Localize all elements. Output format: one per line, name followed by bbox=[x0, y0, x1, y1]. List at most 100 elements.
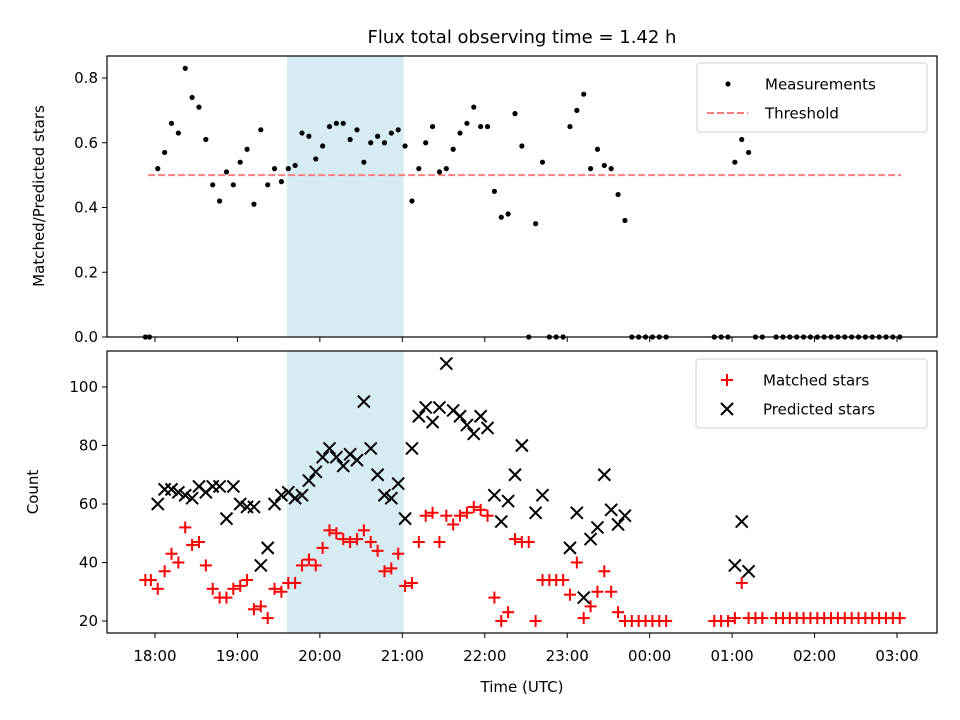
legend-measurements-label: Measurements bbox=[765, 76, 876, 94]
measurement-point bbox=[574, 107, 580, 113]
predicted-point bbox=[460, 418, 474, 432]
predicted-point bbox=[412, 409, 426, 423]
top-highlight-span bbox=[286, 56, 404, 337]
predicted-point bbox=[528, 506, 543, 520]
measurement-point bbox=[464, 120, 470, 126]
bottom-xticks: 18:00 19:00 20:00 21:00 22:00 23:00 00:00 01:00… bbox=[133, 633, 919, 665]
predicted-point bbox=[398, 511, 412, 526]
top-yticks: 0.0 0.2 0.4 0.6 0.8 bbox=[74, 69, 107, 346]
matched-point bbox=[302, 553, 315, 566]
measurement-point bbox=[498, 214, 504, 220]
predicted-point bbox=[487, 488, 502, 502]
measurement-point bbox=[210, 182, 216, 188]
measurement-point bbox=[409, 198, 415, 204]
bottom-xtick-label: 20:00 bbox=[298, 647, 341, 665]
matched-point bbox=[447, 518, 460, 531]
matched-point bbox=[433, 536, 446, 549]
matched-point bbox=[502, 606, 515, 619]
matched-point bbox=[454, 509, 467, 522]
bottom-ytick-label: 60 bbox=[79, 495, 98, 513]
matched-point bbox=[234, 579, 247, 592]
legend-measurements-marker bbox=[725, 81, 731, 87]
measurement-point bbox=[478, 123, 484, 130]
predicted-point bbox=[302, 473, 316, 488]
bottom-xtick-label: 19:00 bbox=[216, 647, 259, 665]
measurement-point bbox=[443, 166, 449, 172]
predicted-point bbox=[336, 459, 350, 473]
bottom-xtick-label: 01:00 bbox=[710, 647, 753, 665]
bottom-ytick-label: 40 bbox=[79, 554, 98, 572]
matched-point bbox=[392, 547, 405, 560]
predicted-point bbox=[206, 479, 220, 494]
predicted-points-layer bbox=[151, 356, 756, 605]
measurement-point bbox=[216, 198, 223, 204]
predicted-point bbox=[508, 468, 522, 482]
measurement-point bbox=[732, 159, 738, 165]
bottom-legend-box bbox=[695, 358, 928, 429]
measurement-point bbox=[244, 146, 250, 152]
matched-point bbox=[323, 524, 336, 537]
top-y-axis-label: Matched/Predicted stars bbox=[30, 105, 48, 287]
legend-predicted-label: Predicted stars bbox=[763, 401, 875, 419]
predicted-point bbox=[597, 468, 612, 482]
bottom-yticks: 20 40 60 80 100 bbox=[69, 378, 107, 630]
matched-point bbox=[405, 576, 418, 589]
measurement-point bbox=[347, 136, 353, 143]
matched-point bbox=[460, 506, 473, 519]
matched-point bbox=[357, 524, 370, 537]
bottom-axes-frame bbox=[106, 350, 938, 634]
predicted-point bbox=[260, 541, 275, 555]
matched-point bbox=[522, 536, 535, 549]
measurement-point bbox=[423, 140, 429, 146]
matched-point bbox=[378, 565, 391, 578]
predicted-point bbox=[357, 394, 371, 409]
predicted-point bbox=[728, 558, 742, 573]
measurement-point bbox=[361, 159, 367, 165]
measurement-point bbox=[265, 182, 271, 188]
predicted-point bbox=[267, 497, 282, 511]
legend-matched-label: Matched stars bbox=[763, 372, 869, 390]
measurement-point bbox=[567, 123, 573, 130]
predicted-point bbox=[350, 453, 364, 467]
predicted-point bbox=[439, 356, 454, 371]
measurement-point bbox=[746, 149, 752, 156]
matched-point bbox=[186, 538, 199, 551]
measurement-point bbox=[326, 123, 333, 130]
top-panel: 0.0 0.2 0.4 0.6 0.8 Flux total observing tim… bbox=[30, 27, 938, 346]
matched-point bbox=[426, 506, 439, 519]
measurement-point bbox=[313, 156, 319, 162]
matched-point bbox=[509, 533, 522, 546]
measurement-point bbox=[223, 169, 230, 175]
legend-threshold-label: Threshold bbox=[764, 105, 839, 123]
predicted-point bbox=[604, 503, 618, 517]
matched-point bbox=[399, 579, 412, 592]
matched-point bbox=[289, 576, 302, 589]
matched-point bbox=[199, 559, 212, 572]
matched-points-layer bbox=[139, 500, 906, 627]
predicted-point bbox=[288, 491, 302, 505]
measurement-point bbox=[608, 166, 614, 172]
predicted-point bbox=[611, 517, 625, 532]
matched-point bbox=[254, 600, 267, 613]
matched-point bbox=[660, 615, 673, 627]
predicted-point bbox=[151, 497, 165, 511]
matched-point bbox=[144, 574, 157, 587]
predicted-point bbox=[391, 476, 405, 491]
predicted-point bbox=[212, 479, 227, 494]
matched-point bbox=[158, 565, 171, 578]
top-legend-box bbox=[696, 62, 928, 133]
bottom-xtick-label: 02:00 bbox=[793, 647, 836, 665]
predicted-point bbox=[254, 558, 268, 573]
measurement-point bbox=[512, 111, 518, 117]
matched-point bbox=[172, 556, 185, 569]
matched-point bbox=[557, 574, 570, 587]
predicted-point bbox=[384, 491, 399, 505]
predicted-point bbox=[157, 482, 172, 497]
predicted-point bbox=[570, 506, 584, 520]
matched-point bbox=[735, 576, 748, 589]
matched-point bbox=[605, 585, 618, 598]
matched-point bbox=[344, 536, 357, 549]
bottom-panel: 20 40 60 80 100 18:00 19:00 20:00 21:00 22:00 23:… bbox=[24, 350, 938, 696]
matched-point bbox=[371, 544, 384, 557]
